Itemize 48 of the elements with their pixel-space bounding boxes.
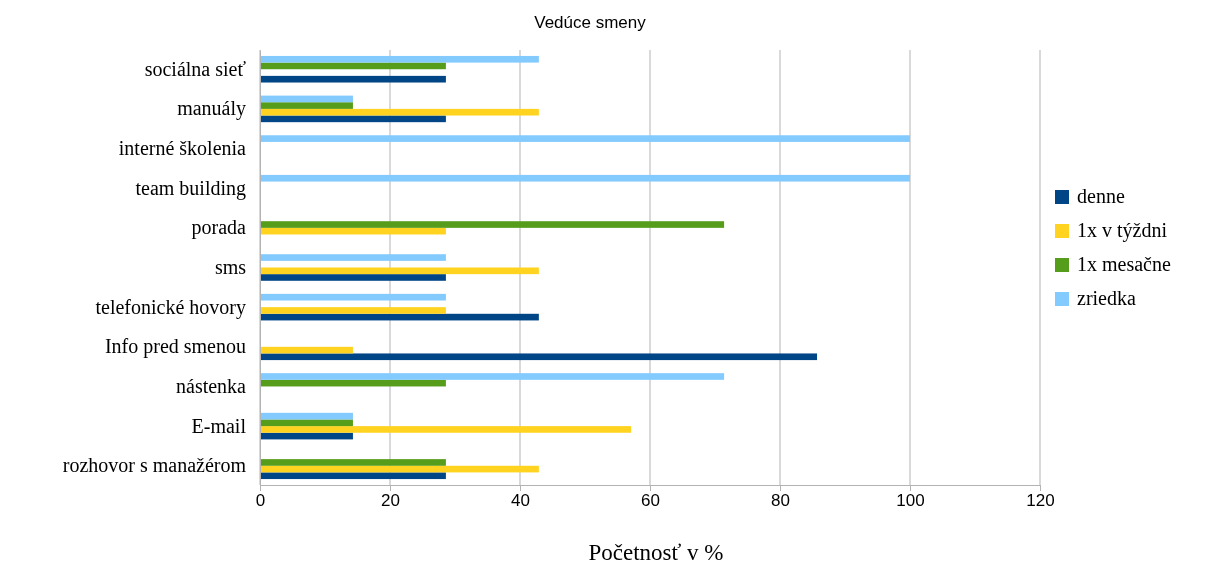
bar	[260, 459, 446, 466]
bar	[260, 274, 446, 281]
chart-title: Vedúce smeny	[534, 13, 647, 32]
x-tick-label: 120	[1026, 491, 1055, 511]
y-tick-label: sociálna sieť	[144, 57, 247, 80]
bar	[260, 135, 910, 142]
bar	[260, 313, 539, 321]
legend-label: denne	[1077, 185, 1125, 207]
bar	[260, 174, 910, 182]
bar	[260, 254, 446, 261]
x-tick-label: 0	[255, 491, 266, 511]
bar	[260, 102, 353, 109]
x-tick-label: 80	[771, 491, 790, 511]
y-tick-label: team building	[135, 176, 246, 200]
bar	[260, 227, 446, 235]
bar	[260, 379, 446, 387]
legend-label: 1x v týždni	[1077, 219, 1168, 242]
y-tick-label: rozhovor s manažérom	[62, 454, 247, 477]
bar	[260, 465, 539, 473]
bar	[260, 373, 725, 380]
y-tick-label: sms	[214, 255, 247, 278]
bar	[260, 293, 446, 301]
y-tick-label: porada	[191, 216, 247, 240]
y-tick-label: telefonické hovory	[95, 295, 246, 319]
bar	[260, 75, 446, 83]
bar	[260, 62, 446, 70]
y-tick-label: E-mail	[191, 414, 247, 437]
x-tick-label: 100	[896, 491, 925, 511]
x-tick-label: 20	[381, 491, 400, 511]
x-tick-label: 60	[641, 491, 660, 511]
y-tick-label: nástenka	[176, 374, 247, 397]
bar	[260, 419, 353, 427]
bar	[260, 55, 539, 63]
legend-label: 1x mesačne	[1077, 253, 1171, 275]
bar	[260, 307, 446, 314]
y-tick-label: manuály	[177, 97, 246, 121]
bar	[260, 267, 539, 275]
bar	[260, 472, 446, 480]
legend-label: zriedka	[1077, 287, 1136, 309]
bar	[260, 221, 725, 228]
x-axis-title: Početnosť v %	[588, 540, 724, 565]
y-tick-label: interné školenia	[118, 136, 247, 159]
bar	[260, 426, 632, 433]
bar	[260, 115, 446, 123]
bar	[260, 108, 539, 116]
y-tick-label: Info pred smenou	[104, 335, 246, 359]
x-tick-label: 40	[511, 491, 530, 511]
bar	[260, 353, 818, 361]
